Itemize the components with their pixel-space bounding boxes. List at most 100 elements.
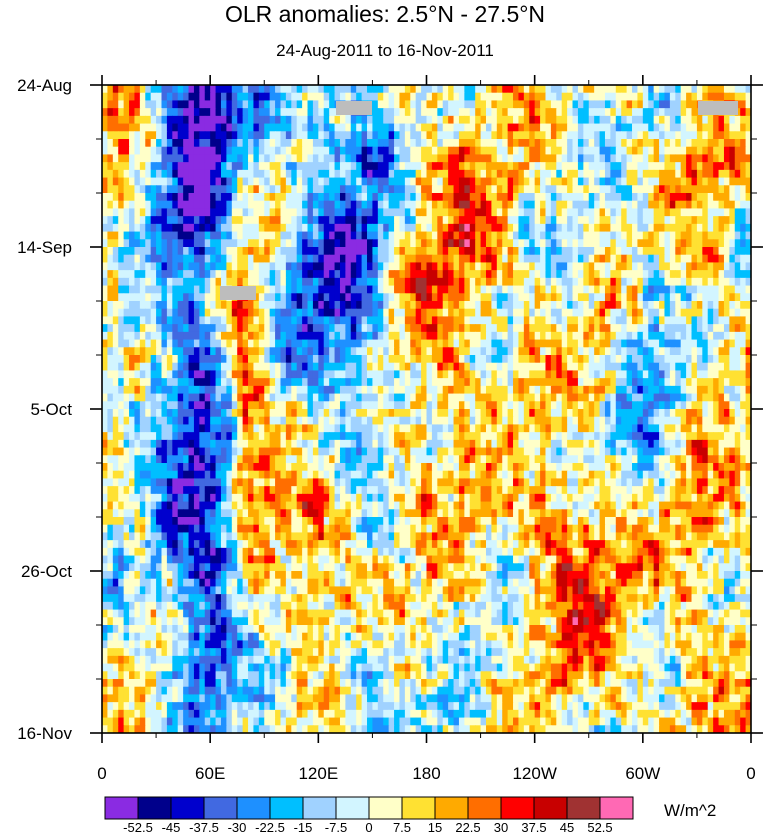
heatmap-cell <box>723 270 730 279</box>
heatmap-cell <box>280 385 287 395</box>
heatmap-cell <box>529 370 536 379</box>
heatmap-cell <box>112 85 119 94</box>
heatmap-cell <box>686 339 693 348</box>
heatmap-cell <box>285 285 292 294</box>
heatmap-cell <box>107 239 114 248</box>
heatmap-cell <box>226 108 233 117</box>
heatmap-cell <box>112 200 119 210</box>
heatmap-cell <box>691 115 698 125</box>
heatmap-cell <box>458 277 465 287</box>
heatmap-cell <box>675 85 682 94</box>
heatmap-cell <box>642 270 649 279</box>
heatmap-cell <box>356 331 363 341</box>
heatmap-cell <box>496 239 503 248</box>
heatmap-cell <box>199 393 206 402</box>
heatmap-cell <box>502 362 509 372</box>
heatmap-cell <box>518 339 525 348</box>
heatmap-cell <box>372 247 379 256</box>
heatmap-cell <box>502 324 509 333</box>
heatmap-cell <box>561 385 568 395</box>
heatmap-cell <box>475 208 482 217</box>
heatmap-cell <box>215 401 222 410</box>
heatmap-cell <box>550 262 557 271</box>
heatmap-cell <box>291 301 298 310</box>
heatmap-cell <box>210 277 217 287</box>
heatmap-cell <box>507 223 514 233</box>
heatmap-cell <box>345 193 352 202</box>
heatmap-cell <box>561 162 568 171</box>
heatmap-cell <box>134 254 141 264</box>
heatmap-cell <box>220 92 227 102</box>
heatmap-cell <box>258 231 265 240</box>
heatmap-cell <box>383 139 390 148</box>
heatmap-cell <box>318 262 325 271</box>
heatmap-cell <box>615 85 622 94</box>
heatmap-cell <box>502 223 509 233</box>
heatmap-cell <box>664 154 671 163</box>
heatmap-cell <box>145 100 152 109</box>
heatmap-cell <box>723 331 730 341</box>
heatmap-cell <box>496 277 503 287</box>
heatmap-cell <box>285 347 292 356</box>
heatmap-cell <box>691 193 698 202</box>
heatmap-cell <box>156 378 163 387</box>
heatmap-cell <box>166 254 173 264</box>
heatmap-cell <box>226 347 233 356</box>
heatmap-cell <box>345 355 352 364</box>
heatmap-cell <box>686 308 693 318</box>
heatmap-cell <box>339 370 346 379</box>
heatmap-cell <box>383 85 390 94</box>
heatmap-cell <box>556 193 563 202</box>
heatmap-cell <box>269 208 276 217</box>
heatmap-cell <box>204 285 211 294</box>
heatmap-cell <box>302 92 309 102</box>
heatmap-cell <box>653 200 660 210</box>
heatmap-cell <box>394 385 401 395</box>
heatmap-cell <box>172 139 179 148</box>
heatmap-cell <box>675 92 682 102</box>
heatmap-cell <box>540 185 547 194</box>
heatmap-cell <box>102 370 109 379</box>
heatmap-cell <box>377 331 384 341</box>
heatmap-cell <box>675 331 682 341</box>
heatmap-cell <box>426 231 433 240</box>
heatmap-cell <box>123 347 130 356</box>
heatmap-cell <box>496 401 503 410</box>
heatmap-cell <box>583 378 590 387</box>
heatmap-cell <box>561 339 568 348</box>
heatmap-cell <box>220 177 227 186</box>
heatmap-cell <box>615 162 622 171</box>
heatmap-cell <box>691 92 698 102</box>
heatmap-cell <box>404 285 411 294</box>
heatmap-cell <box>437 115 444 125</box>
heatmap-cell <box>518 146 525 156</box>
heatmap-cell <box>318 154 325 163</box>
heatmap-cell <box>691 308 698 318</box>
heatmap-cell <box>626 355 633 364</box>
heatmap-cell <box>426 339 433 348</box>
heatmap-cell <box>421 331 428 341</box>
heatmap-cell <box>615 139 622 148</box>
heatmap-cell <box>675 154 682 163</box>
heatmap-cell <box>220 216 227 225</box>
heatmap-cell <box>410 108 417 117</box>
heatmap-cell <box>377 401 384 410</box>
heatmap-cell <box>615 301 622 310</box>
heatmap-cell <box>329 393 336 402</box>
heatmap-cell <box>626 131 633 140</box>
heatmap-cell <box>129 85 136 94</box>
heatmap-cell <box>453 108 460 117</box>
heatmap-cell <box>177 223 184 233</box>
heatmap-cell <box>458 139 465 148</box>
heatmap-cell <box>550 393 557 402</box>
heatmap-cell <box>686 169 693 179</box>
heatmap-cell <box>199 177 206 186</box>
heatmap-cell <box>215 385 222 395</box>
heatmap-cell <box>502 200 509 210</box>
heatmap-cell <box>193 324 200 333</box>
heatmap-cell <box>513 216 520 225</box>
heatmap-cell <box>107 254 114 264</box>
heatmap-cell <box>253 92 260 102</box>
heatmap-cell <box>231 247 238 256</box>
heatmap-cell <box>372 370 379 379</box>
